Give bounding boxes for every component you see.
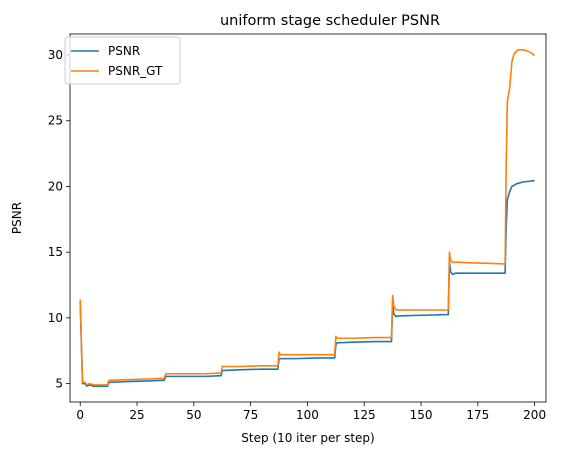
legend-label: PSNR_GT	[108, 64, 163, 78]
x-tick-label: 0	[76, 408, 84, 422]
x-tick-label: 75	[243, 408, 258, 422]
x-tick-label: 175	[466, 408, 489, 422]
x-axis-label: Step (10 iter per step)	[241, 431, 374, 445]
y-tick-label: 15	[48, 245, 63, 259]
y-axis-ticks: 5 10 15 20 25 30	[48, 48, 70, 391]
y-tick-label: 30	[48, 48, 63, 62]
x-axis-ticks: 0 25 50 75 100 125 150 175 200	[76, 402, 546, 422]
x-tick-label: 200	[523, 408, 546, 422]
legend-box	[64, 36, 181, 85]
y-axis-label: PSNR	[10, 202, 24, 234]
y-tick-label: 20	[48, 179, 63, 193]
x-tick-label: 50	[186, 408, 201, 422]
y-tick-label: 10	[48, 311, 63, 325]
legend-label: PSNR	[108, 44, 140, 58]
series-line-psnr-gt	[79, 48, 536, 386]
chart-title: uniform stage scheduler PSNR	[220, 13, 440, 29]
x-tick-label: 125	[353, 408, 376, 422]
plot-frame	[69, 33, 547, 403]
x-tick-label: 25	[129, 408, 144, 422]
plot-area	[70, 34, 546, 402]
y-tick-label: 5	[55, 377, 63, 391]
legend: PSNR PSNR_GT	[64, 36, 181, 85]
series-layer	[79, 48, 536, 388]
x-tick-label: 100	[296, 408, 319, 422]
series-line-psnr	[79, 179, 535, 388]
x-tick-label: 150	[410, 408, 433, 422]
y-tick-label: 25	[48, 114, 63, 128]
